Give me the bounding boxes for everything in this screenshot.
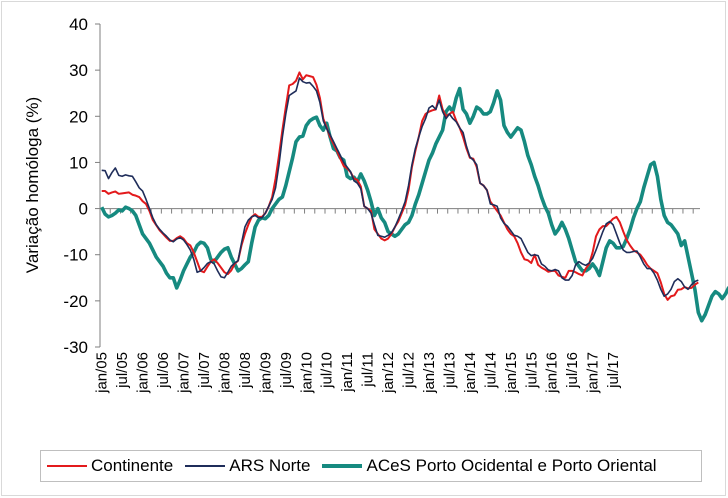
x-tick-label: jul/17: [605, 352, 622, 389]
x-axis: jan/05 jul/05 jan/06 jul/06 jan/07 jul/07 jan/…: [94, 208, 700, 394]
y-tick-label: 10: [69, 153, 88, 172]
legend-label-ars-norte: ARS Norte: [229, 456, 311, 475]
y-tick-label: 40: [69, 15, 88, 34]
legend-swatch-ars-norte: [185, 465, 226, 467]
y-tick-label: -30: [63, 338, 88, 357]
x-tick-label: jan/17: [585, 352, 602, 394]
x-tick-label: jan/10: [298, 352, 315, 394]
x-tick-label: jul/12: [401, 352, 418, 389]
x-tick-label: jan/08: [216, 352, 233, 394]
y-tick-label: 20: [69, 107, 88, 126]
series-line-aces-porto: [100, 86, 728, 323]
x-tick-label: jul/16: [564, 352, 581, 389]
x-tick-label: jul/15: [523, 352, 540, 389]
legend-swatch-continente: [47, 465, 87, 467]
x-tick-label: jan/07: [176, 352, 193, 394]
x-tick-label: jul/08: [237, 352, 254, 389]
x-tick-label: jul/09: [278, 352, 295, 389]
x-tick-label: jul/13: [441, 352, 458, 389]
x-tick-label: jan/11: [339, 352, 356, 393]
y-axis: 40 30 20 10 0 -10 -20 -30: [63, 15, 101, 357]
y-tick-label: 30: [69, 61, 88, 80]
series-line-continente: [101, 71, 699, 301]
x-tick-label: jul/14: [482, 352, 499, 389]
x-tick-label: jan/15: [503, 352, 520, 394]
legend-item-continente: Continente: [47, 456, 173, 476]
y-tick-label: -20: [63, 292, 88, 311]
x-tick-label: jan/06: [135, 352, 152, 394]
legend-swatch-aces-porto: [322, 464, 363, 468]
x-tick-label: jan/14: [462, 352, 479, 394]
x-tick-label: jan/12: [380, 352, 397, 394]
x-tick-label: jul/05: [114, 352, 131, 389]
legend-label-aces-porto: ACeS Porto Ocidental e Porto Oriental: [366, 456, 657, 475]
x-tick-label: jul/07: [196, 352, 213, 389]
legend-label-continente: Continente: [91, 456, 174, 475]
series-line-ars-norte: [101, 77, 699, 298]
x-tick-label: jul/06: [155, 352, 172, 389]
x-tick-label: jan/13: [421, 352, 438, 394]
x-tick-label: jan/05: [94, 352, 111, 394]
y-axis-label: Variação homóloga (%): [23, 97, 42, 273]
x-tick-label: jan/16: [544, 352, 561, 394]
series-layer: [100, 71, 728, 323]
y-tick-label: -10: [63, 246, 88, 265]
x-tick-label: jul/10: [319, 352, 336, 389]
legend-item-aces-porto: ACeS Porto Ocidental e Porto Oriental: [322, 456, 657, 476]
x-tick-label: jan/09: [257, 352, 274, 394]
y-tick-label: 0: [79, 200, 88, 219]
legend: Continente ARS Norte ACeS Porto Ocidenta…: [40, 450, 702, 482]
x-tick-label: jul/11: [360, 352, 377, 388]
legend-item-ars-norte: ARS Norte: [185, 456, 310, 476]
